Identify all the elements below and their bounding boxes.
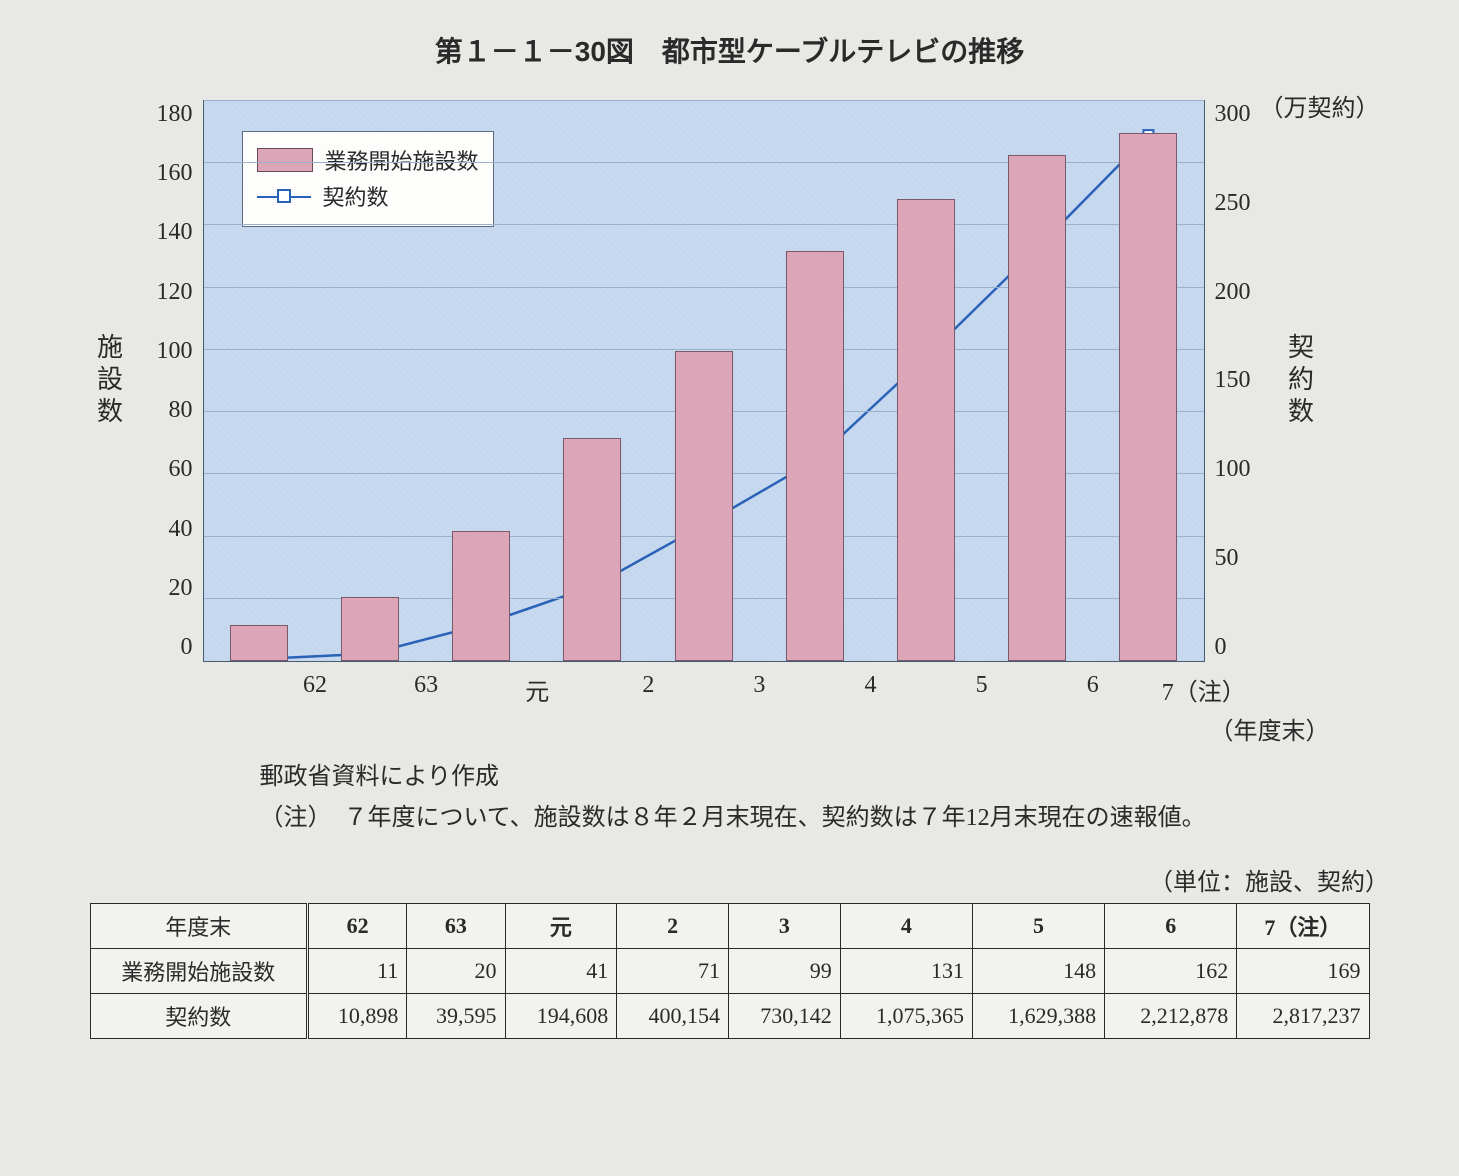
y-right-tick: 250 bbox=[1215, 190, 1275, 217]
y-right-tick: 50 bbox=[1215, 545, 1275, 572]
bar-swatch-icon bbox=[257, 148, 313, 172]
table-cell: 71 bbox=[617, 949, 729, 994]
bar bbox=[1119, 133, 1177, 661]
table-col-header: 元 bbox=[505, 904, 617, 949]
x-tick: 4 bbox=[815, 672, 926, 707]
table-col-header: 3 bbox=[729, 904, 841, 949]
y-left-tick: 180 bbox=[133, 101, 193, 128]
x-tick: 7（注） bbox=[1148, 672, 1259, 707]
note-prefix: （注） bbox=[260, 805, 344, 831]
table-col-header: 4 bbox=[840, 904, 972, 949]
table-row: 契約数10,89839,595194,608400,154730,1421,07… bbox=[90, 994, 1369, 1039]
table-cell: 148 bbox=[972, 949, 1104, 994]
y-right-unit: （万契約） bbox=[1260, 88, 1380, 123]
x-tick: 元 bbox=[482, 672, 593, 707]
table-col-header: 63 bbox=[407, 904, 505, 949]
table-cell: 1,075,365 bbox=[840, 994, 972, 1039]
table-cell: 1,629,388 bbox=[972, 994, 1104, 1039]
legend: 業務開始施設数 契約数 bbox=[242, 131, 494, 227]
table-cell: 99 bbox=[729, 949, 841, 994]
bar bbox=[786, 251, 844, 661]
table-cell: 20 bbox=[407, 949, 505, 994]
table-cell: 2,212,878 bbox=[1105, 994, 1237, 1039]
bar bbox=[341, 597, 399, 661]
source-note: 郵政省資料により作成 bbox=[260, 756, 1370, 791]
table-cell: 194,608 bbox=[505, 994, 617, 1039]
table-col-header: 6 bbox=[1105, 904, 1237, 949]
y-left-tick: 80 bbox=[133, 397, 193, 424]
y-left-tick: 140 bbox=[133, 219, 193, 246]
table-cell: 131 bbox=[840, 949, 972, 994]
bar bbox=[563, 438, 621, 661]
legend-item-bar: 業務開始施設数 bbox=[257, 144, 479, 176]
line-swatch-icon bbox=[257, 185, 311, 207]
y-left-tick: 60 bbox=[133, 456, 193, 483]
table-cell: 11 bbox=[307, 949, 406, 994]
table-col-header: 7（注） bbox=[1237, 904, 1369, 949]
bar bbox=[230, 625, 288, 661]
x-tick: 3 bbox=[704, 672, 815, 707]
y-left-tick: 0 bbox=[133, 634, 193, 661]
y-left-axis-label: 施設数 bbox=[90, 333, 127, 429]
bar bbox=[675, 351, 733, 661]
x-tick: 6 bbox=[1037, 672, 1148, 707]
y-right-tick: 150 bbox=[1215, 367, 1275, 394]
legend-item-line: 契約数 bbox=[257, 180, 479, 212]
table-cell: 41 bbox=[505, 949, 617, 994]
x-tick: 5 bbox=[926, 672, 1037, 707]
table-unit-label: （単位：施設、契約） bbox=[30, 862, 1389, 897]
y-right-ticks: 300250200150100500 bbox=[1215, 101, 1275, 661]
table-cell: 10,898 bbox=[307, 994, 406, 1039]
legend-bar-label: 業務開始施設数 bbox=[325, 144, 479, 176]
note-text: ７年度について、施設数は８年２月末現在、契約数は７年12月末現在の速報値。 bbox=[344, 805, 1206, 831]
y-left-tick: 40 bbox=[133, 516, 193, 543]
table-cell: 730,142 bbox=[729, 994, 841, 1039]
x-tick: 62 bbox=[260, 672, 371, 707]
x-axis-unit: （年度末） bbox=[90, 711, 1330, 746]
y-right-tick: 100 bbox=[1215, 456, 1275, 483]
table-col-header: 5 bbox=[972, 904, 1104, 949]
y-left-tick: 120 bbox=[133, 279, 193, 306]
x-tick: 63 bbox=[371, 672, 482, 707]
y-right-tick: 200 bbox=[1215, 279, 1275, 306]
chart-container: （万契約） 施設数 180160140120100806040200 業務開始施… bbox=[90, 100, 1370, 832]
x-ticks: 6263元234567（注） bbox=[260, 672, 1260, 707]
table-col-header: 62 bbox=[307, 904, 406, 949]
table-cell: 2,817,237 bbox=[1237, 994, 1369, 1039]
table-col-header: 2 bbox=[617, 904, 729, 949]
y-left-tick: 160 bbox=[133, 160, 193, 187]
chart-title: 第１－１－30図 都市型ケーブルテレビの推移 bbox=[30, 30, 1429, 70]
table-row: 業務開始施設数1120417199131148162169 bbox=[90, 949, 1369, 994]
table-cell: 400,154 bbox=[617, 994, 729, 1039]
bar bbox=[897, 199, 955, 661]
y-left-ticks: 180 160 140 120 100 80 60 40 20 0 bbox=[133, 101, 193, 661]
y-right-tick: 0 bbox=[1215, 634, 1275, 661]
table-row-header: 契約数 bbox=[90, 994, 307, 1039]
footnote: （注） ７年度について、施設数は８年２月末現在、契約数は７年12月末現在の速報値… bbox=[260, 797, 1330, 832]
y-right-axis-label: 契約数 bbox=[1281, 333, 1318, 429]
table-cell: 162 bbox=[1105, 949, 1237, 994]
y-left-tick: 100 bbox=[133, 338, 193, 365]
table-corner-header: 年度末 bbox=[90, 904, 307, 949]
table-cell: 39,595 bbox=[407, 994, 505, 1039]
legend-line-label: 契約数 bbox=[323, 180, 389, 212]
plot-area: 業務開始施設数 契約数 bbox=[203, 100, 1205, 662]
table-cell: 169 bbox=[1237, 949, 1369, 994]
y-left-tick: 20 bbox=[133, 575, 193, 602]
bar bbox=[1008, 155, 1066, 661]
bar bbox=[452, 531, 510, 661]
table-row-header: 業務開始施設数 bbox=[90, 949, 307, 994]
data-table: 年度末6263元234567（注）業務開始施設数1120417199131148… bbox=[90, 903, 1370, 1039]
x-tick: 2 bbox=[593, 672, 704, 707]
